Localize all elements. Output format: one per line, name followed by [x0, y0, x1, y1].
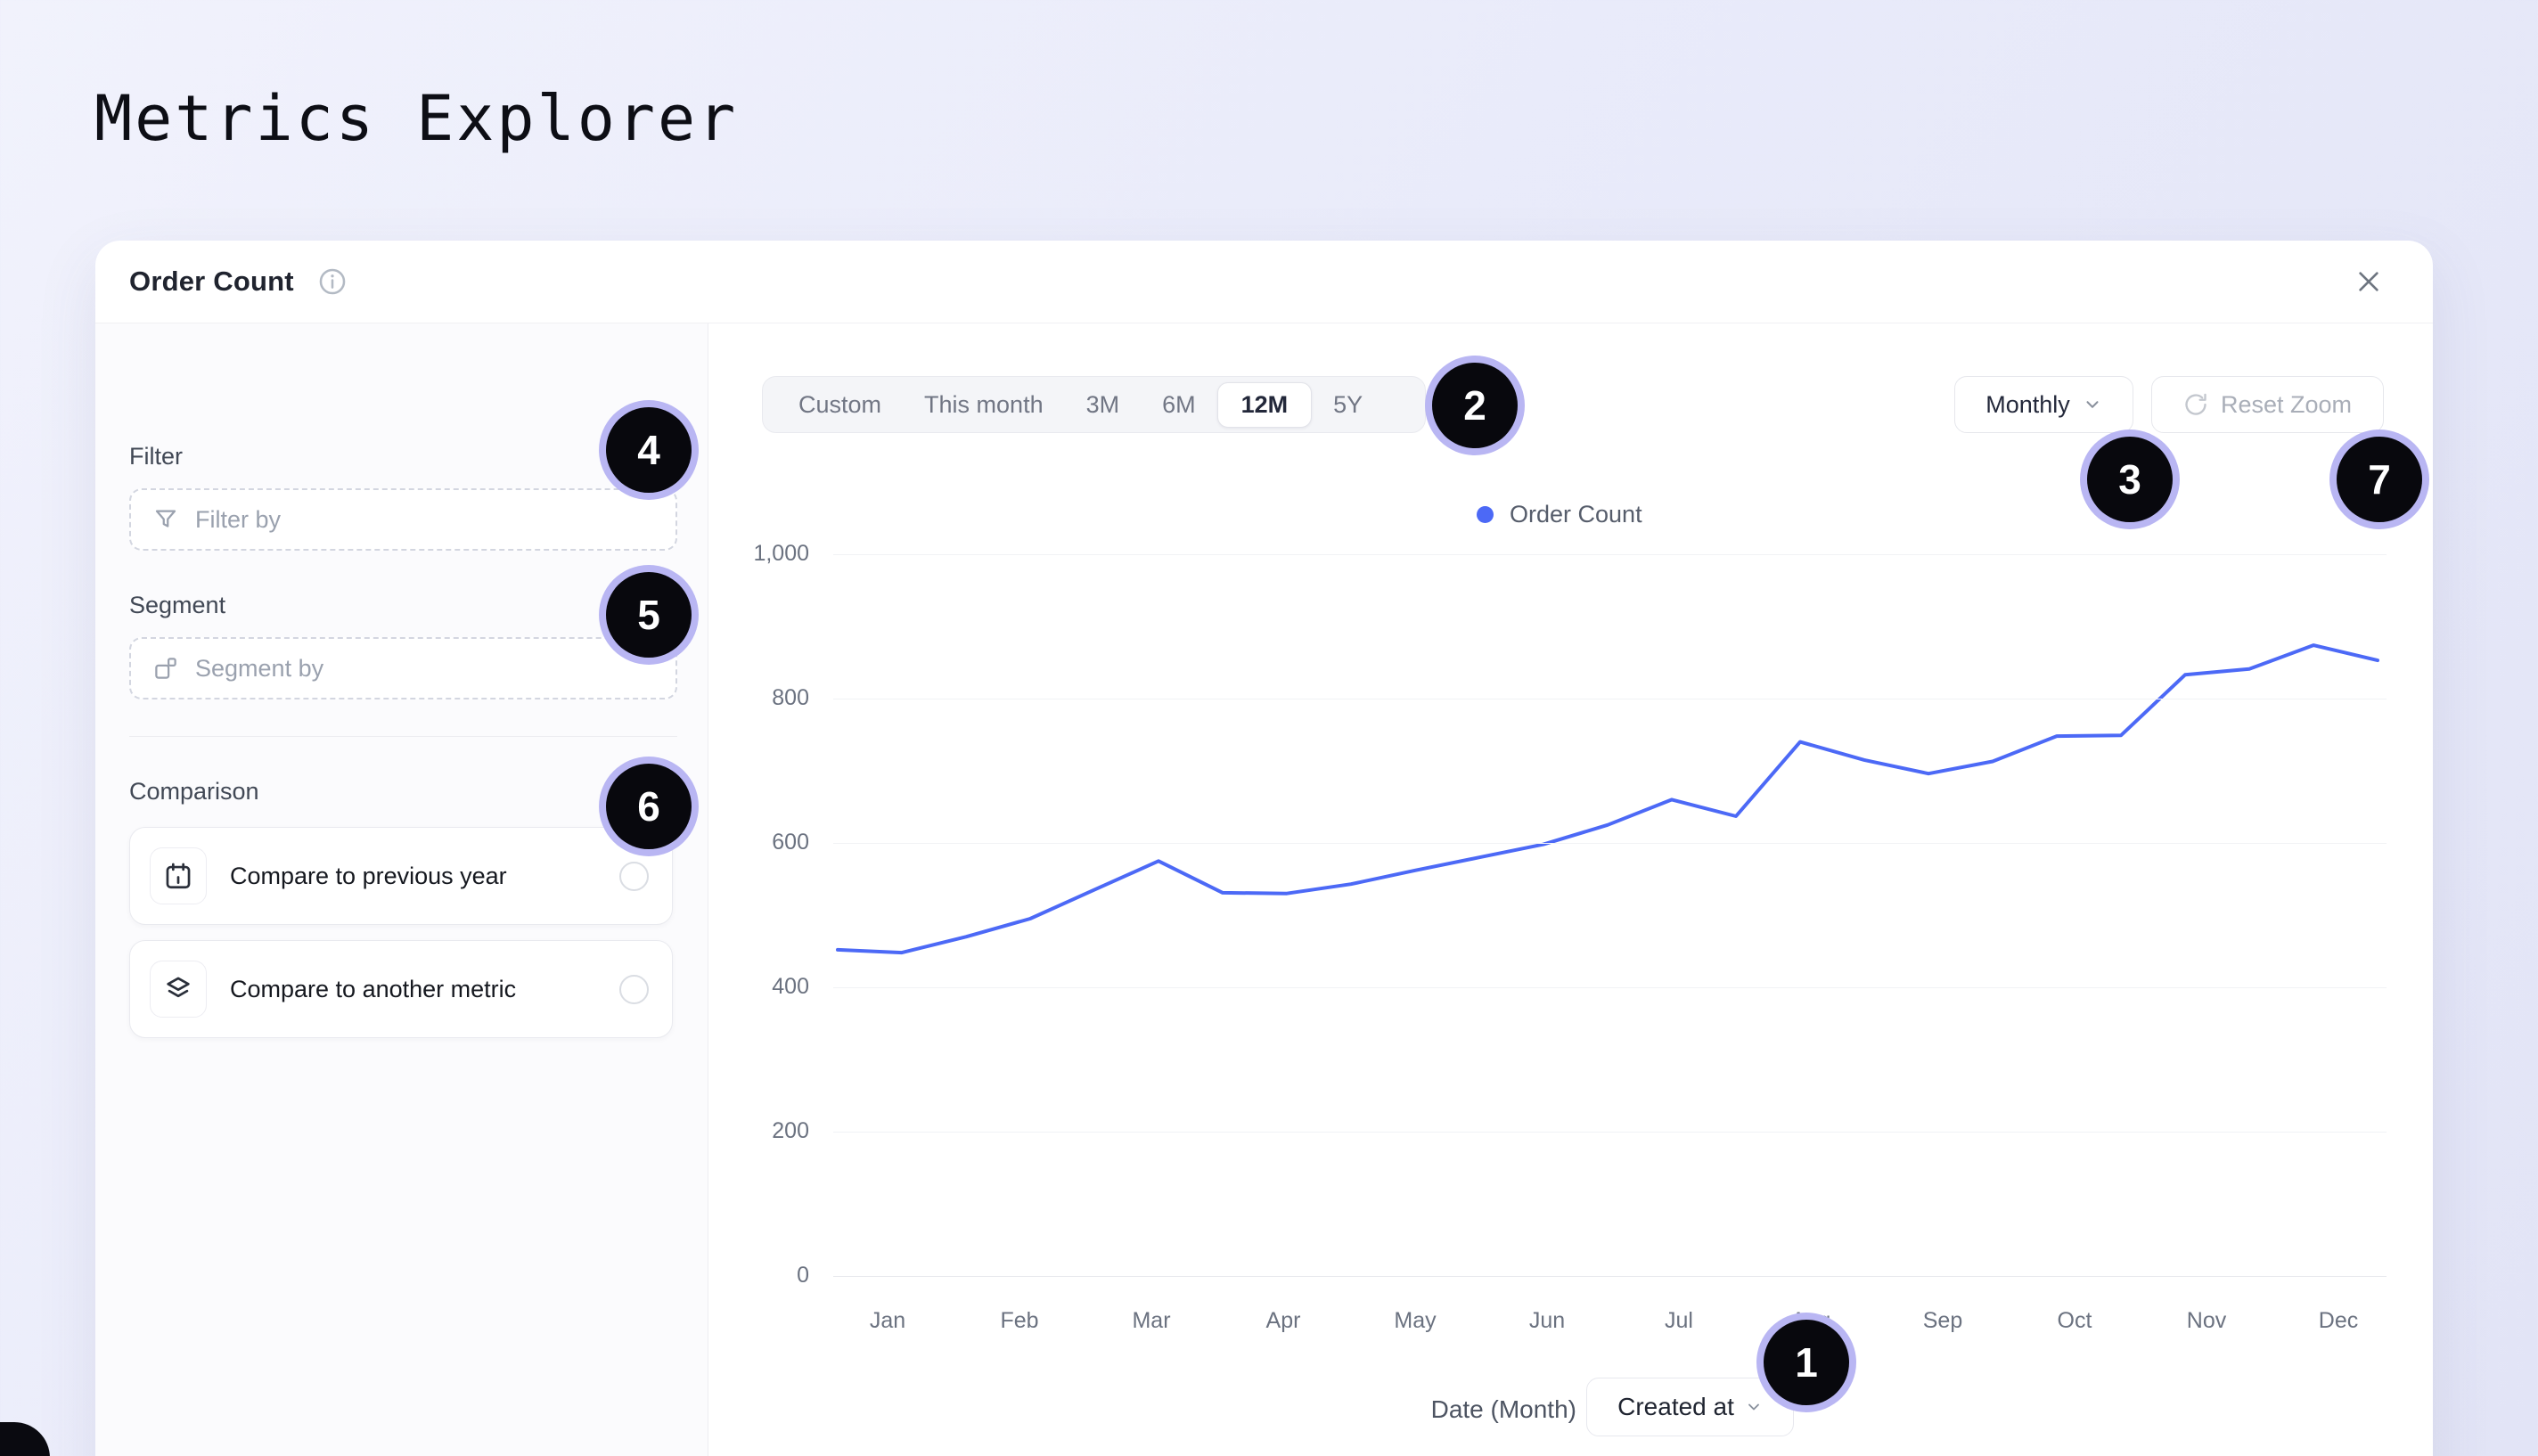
reset-zoom-label: Reset Zoom [2220, 390, 2353, 418]
range-tab-3m[interactable]: 3M [1085, 390, 1120, 418]
chart-legend[interactable]: Order Count [1477, 501, 1642, 528]
comparison-section-label: Comparison [129, 778, 259, 805]
filter-section-label: Filter [129, 443, 183, 470]
annotation-badge-1: 1 [1764, 1320, 1849, 1405]
chevron-down-icon [2083, 395, 2102, 414]
bottom-left-widget-corner[interactable] [0, 1422, 50, 1456]
panel-title: Order Count [129, 266, 294, 297]
range-tab-5y[interactable]: 5Y [1333, 390, 1363, 418]
x-axis-title: Date (Month) [1430, 1395, 1576, 1423]
filter-funnel-icon [152, 506, 179, 533]
y-tick-label: 600 [772, 830, 809, 855]
y-tick-label: 200 [772, 1118, 809, 1143]
range-tab-12m[interactable]: 12M [1216, 381, 1313, 428]
x-tick-label-feb: Feb [1000, 1308, 1039, 1333]
reset-zoom-button[interactable]: Reset Zoom [2151, 376, 2384, 433]
range-tab-custom[interactable]: Custom [798, 390, 882, 418]
segment-by-input[interactable]: Segment by [129, 637, 677, 699]
chevron-down-icon [1745, 1398, 1763, 1416]
x-tick-label-jul: Jul [1665, 1308, 1693, 1333]
annotation-badge-2: 2 [1432, 363, 1518, 448]
sidebar-divider [129, 736, 677, 737]
x-tick-label-jun: Jun [1528, 1308, 1566, 1333]
compare-another-metric-option[interactable]: Compare to another metric [129, 940, 673, 1038]
compare-previous-year-radio[interactable] [619, 861, 649, 891]
x-tick-label-mar: Mar [1132, 1308, 1171, 1333]
x-axis-field-dropdown[interactable]: Created at [1586, 1378, 1794, 1436]
order-count-line-series [836, 643, 2379, 955]
granularity-dropdown[interactable]: Monthly [1954, 376, 2133, 433]
y-tick-label: 0 [797, 1263, 809, 1288]
segment-by-placeholder: Segment by [195, 654, 324, 682]
y-tick-label: 400 [772, 974, 809, 999]
x-tick-label-dec: Dec [2318, 1308, 2359, 1333]
line-chart-plot-area[interactable] [833, 554, 2387, 1277]
compare-another-metric-radio[interactable] [619, 974, 649, 1004]
annotation-badge-3: 3 [2087, 437, 2173, 522]
sidebar: Filter Filter by Segment Segment by Comp… [95, 323, 708, 1456]
panel-header: Order Count [95, 241, 2433, 323]
compare-previous-year-option[interactable]: Compare to previous year [129, 827, 673, 925]
x-tick-label-jan: Jan [869, 1308, 906, 1333]
gridline-600 [833, 843, 2387, 844]
gridline-400 [833, 987, 2387, 988]
refresh-icon [2183, 392, 2208, 417]
annotation-badge-7: 7 [2337, 437, 2422, 522]
compare-another-metric-label: Compare to another metric [230, 975, 517, 1002]
x-axis-field-value: Created at [1617, 1393, 1734, 1420]
gridline-0 [833, 1276, 2387, 1277]
legend-dot-icon [1477, 506, 1494, 523]
range-tab-6m[interactable]: 6M [1162, 390, 1196, 418]
annotation-badge-4: 4 [606, 407, 692, 493]
range-tab-this-month[interactable]: This month [924, 390, 1044, 418]
y-tick-label: 800 [772, 685, 809, 710]
gridline-200 [833, 1132, 2387, 1133]
layers-icon [150, 961, 207, 1018]
gridline-1,000 [833, 554, 2387, 555]
close-icon[interactable] [2354, 267, 2383, 296]
y-tick-label: 1,000 [753, 541, 809, 566]
x-tick-label-may: May [1394, 1308, 1437, 1333]
compare-previous-year-label: Compare to previous year [230, 862, 507, 889]
calendar-icon [150, 847, 207, 904]
date-range-tabs: Custom This month 3M 6M 12M 5Y [762, 376, 1426, 433]
granularity-value: Monthly [1985, 390, 2070, 418]
segment-section-label: Segment [129, 592, 226, 618]
info-icon[interactable] [317, 266, 348, 297]
legend-series-label: Order Count [1510, 501, 1642, 528]
annotation-badge-5: 5 [606, 572, 692, 658]
page-title: Metrics Explorer [94, 82, 739, 155]
x-tick-label-sep: Sep [1922, 1308, 1963, 1333]
segment-blocks-icon [152, 655, 179, 682]
annotation-badge-6: 6 [606, 764, 692, 849]
metric-panel: Order Count Filter Filter by Segment [95, 241, 2433, 1456]
x-tick-label-apr: Apr [1265, 1308, 1301, 1333]
filter-by-placeholder: Filter by [195, 505, 282, 533]
x-tick-label-oct: Oct [2057, 1308, 2092, 1333]
filter-by-input[interactable]: Filter by [129, 488, 677, 551]
x-tick-label-nov: Nov [2186, 1308, 2227, 1333]
